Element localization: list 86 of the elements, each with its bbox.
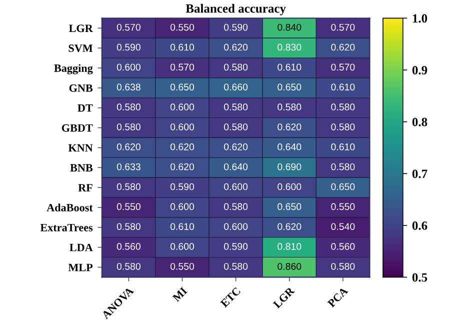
data-label: 0.610 [331,84,355,91]
data-label: 0.660 [224,84,248,91]
y-tick-label: Bagging [54,64,93,74]
data-label: 0.570 [331,24,355,31]
data-label: 0.638 [116,84,140,91]
data-label: 0.600 [170,104,194,110]
y-tick-label: AdaBoost [46,204,93,212]
x-tick-label: MI [172,286,188,302]
y-tick-label: LDA [70,244,93,252]
data-label: 0.590 [116,44,140,51]
data-label: 0.640 [224,163,248,170]
data-label: 0.620 [170,163,194,170]
data-label: 0.590 [170,183,194,190]
color-bar-label: 0.9 [412,66,428,74]
data-label: 0.580 [116,183,140,190]
data-label: 0.580 [278,104,302,110]
data-label: 0.570 [331,64,355,71]
data-label: 0.860 [278,262,302,270]
data-label: 0.620 [224,44,248,51]
data-label: 0.620 [224,143,248,150]
data-label: 0.650 [278,84,302,91]
data-label: 0.600 [224,183,248,190]
data-label: 0.600 [170,243,194,250]
data-label: 0.620 [278,223,302,230]
color-bar-label: 1.0 [412,14,428,23]
color-bar-label: 0.5 [412,273,428,282]
y-tick-label: ExtraTrees [40,224,93,232]
y-tick-label: MLP [68,264,93,272]
data-label: 0.600 [278,183,302,190]
data-label: 0.580 [224,203,248,210]
y-tick-label: GBDT [62,124,93,132]
data-label: 0.600 [116,64,140,71]
data-label: 0.600 [170,123,194,130]
data-label: 0.580 [331,123,355,130]
data-label: 0.580 [331,104,355,110]
data-label: 0.590 [224,24,248,31]
y-tick-label: LGR [68,24,93,32]
data-label: 0.560 [116,243,140,250]
data-label: 0.610 [331,143,355,150]
data-label: 0.610 [170,44,194,51]
data-label: 0.610 [278,64,302,71]
data-label: 0.580 [116,262,140,270]
data-label: 0.840 [278,24,302,31]
data-label: 0.550 [331,203,355,210]
data-label: 0.550 [116,203,140,210]
data-label: 0.810 [278,243,302,250]
data-label: 0.620 [278,123,302,130]
data-label: 0.580 [116,123,140,130]
data-label: 0.580 [224,64,248,71]
data-label: 0.640 [278,143,302,150]
data-label: 0.540 [331,223,355,230]
data-label: 0.550 [170,24,194,31]
color-bar-label: 0.7 [412,170,428,178]
y-tick-label: BNB [70,164,93,172]
y-tick-label: SVM [68,44,93,52]
y-tick-label: RF [78,184,92,192]
data-label: 0.580 [224,104,248,110]
y-tick-label: DT [78,104,93,112]
data-label: 0.580 [224,123,248,130]
data-label: 0.580 [116,104,140,110]
data-label: 0.600 [170,203,194,210]
data-label: 0.620 [116,143,140,150]
data-label: 0.690 [278,163,302,170]
y-tick-label: GNB [69,84,93,92]
data-label: 0.560 [331,243,355,250]
data-label: 0.580 [331,262,355,270]
chart-title: Balanced accuracy [186,4,286,16]
data-label: 0.600 [224,223,248,230]
data-label: 0.650 [170,84,194,91]
data-label: 0.633 [116,163,140,170]
data-label: 0.550 [170,262,194,270]
data-label: 0.570 [116,24,140,31]
color-bar-label: 0.6 [412,221,428,230]
data-label: 0.650 [278,203,302,210]
data-label: 0.650 [331,183,355,190]
data-label: 0.830 [278,44,302,51]
data-label: 0.620 [331,44,355,51]
data-label: 0.570 [170,64,194,71]
data-label: 0.580 [224,262,248,270]
data-label: 0.580 [331,163,355,170]
data-label: 0.590 [224,243,248,250]
data-label: 0.620 [170,143,194,150]
data-label: 0.610 [170,223,194,230]
data-label: 0.580 [116,223,140,230]
color-bar-label: 0.8 [412,118,428,126]
y-tick-label: KNN [68,144,93,152]
